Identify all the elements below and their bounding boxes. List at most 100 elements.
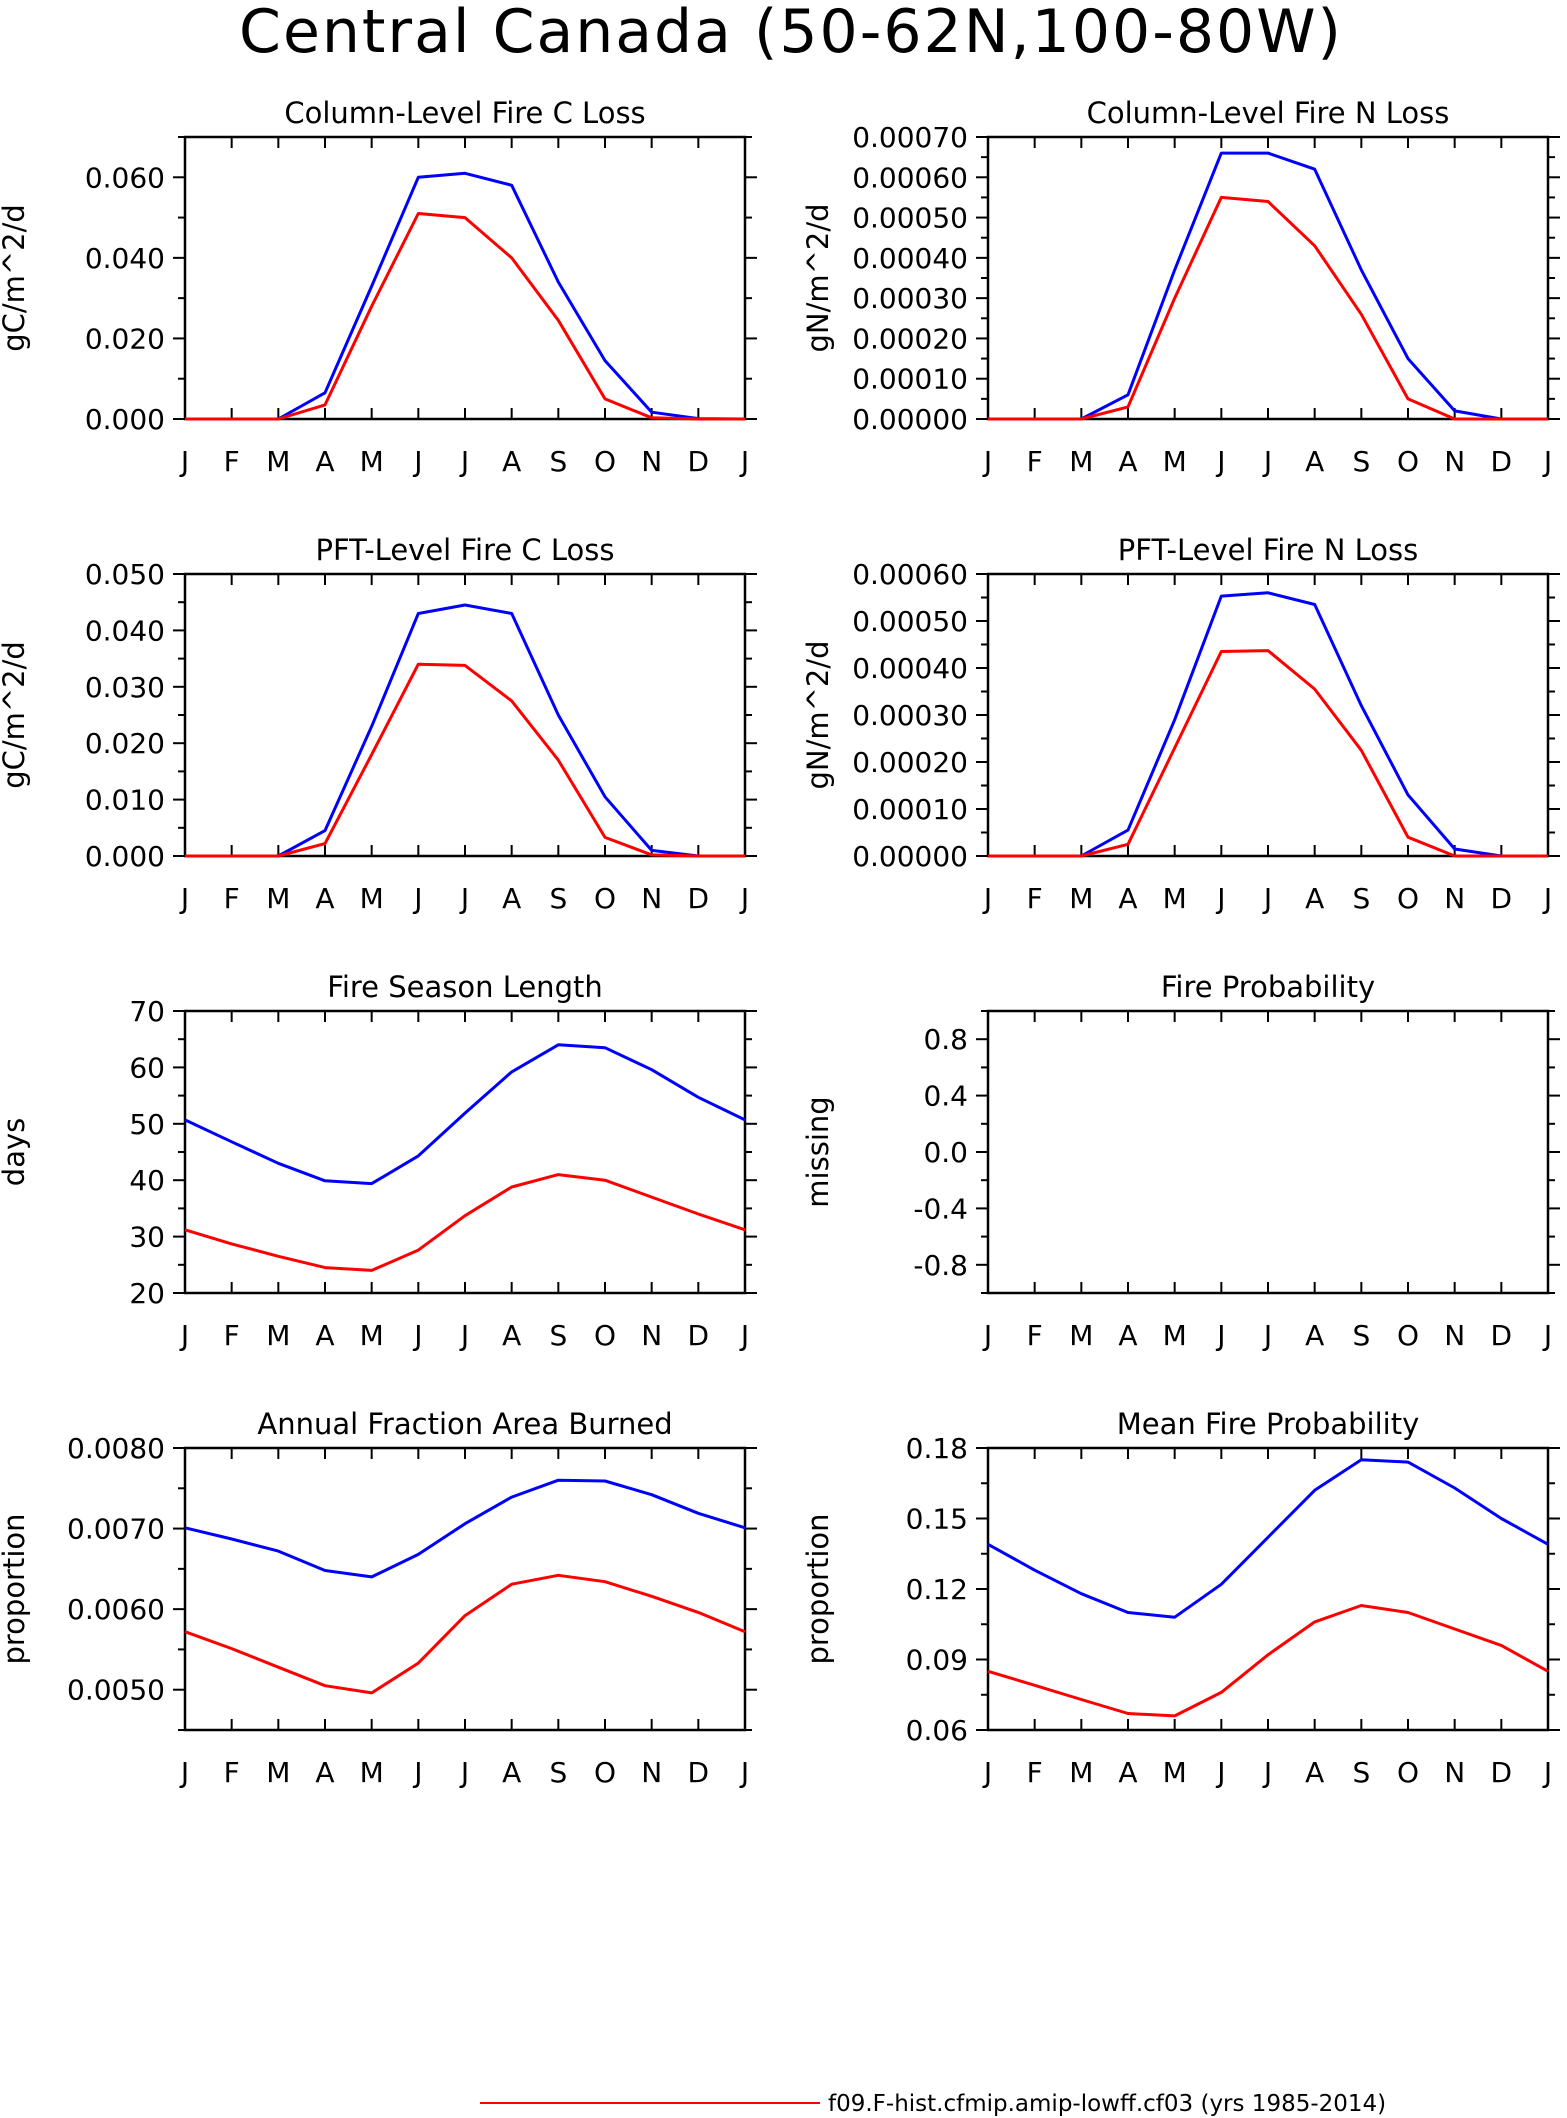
- x-tick-label: A: [1118, 882, 1137, 915]
- x-tick-label: A: [1118, 1319, 1137, 1352]
- x-tick-label: J: [739, 1319, 749, 1352]
- y-tick-label: 0.010: [85, 784, 165, 817]
- series-line-2: [184, 1573, 746, 1695]
- x-tick-label: N: [1444, 882, 1465, 915]
- x-tick-label: O: [1397, 445, 1419, 478]
- legend-label: f09.F-hist.cfmip.amip-lowff.cf03 (yrs 19…: [828, 2091, 1386, 2117]
- y-tick-label: 0.030: [85, 671, 165, 704]
- y-tick-label: 0.15: [906, 1503, 968, 1536]
- x-tick-label: M: [1163, 882, 1187, 915]
- plot-frame: [183, 1446, 747, 1732]
- y-tick-label: 0.0: [923, 1136, 968, 1169]
- x-tick-label: J: [412, 1756, 422, 1789]
- series-line-2: [185, 212, 745, 421]
- y-tick-label: 0.00010: [852, 363, 968, 396]
- x-tick-label: J: [1215, 445, 1225, 478]
- x-tick-label: J: [739, 882, 749, 915]
- figure-title: Central Canada (50-62N,100-80W): [239, 0, 1343, 67]
- x-tick-label: N: [641, 882, 662, 915]
- x-tick-label: M: [1163, 445, 1187, 478]
- x-tick-label: M: [266, 1319, 290, 1352]
- series-line-1: [184, 1478, 746, 1579]
- x-tick-label: J: [739, 1756, 749, 1789]
- y-tick-label: 0.00040: [852, 242, 968, 275]
- plot-frame: [183, 1009, 747, 1295]
- x-tick-label: M: [266, 882, 290, 915]
- x-tick-label: A: [315, 445, 334, 478]
- y-axis-label: gC/m^2/d: [0, 204, 31, 352]
- x-tick-label: O: [594, 882, 616, 915]
- y-tick-label: 20: [129, 1277, 165, 1310]
- x-tick-label: N: [1444, 1319, 1465, 1352]
- y-tick-label: 0.00060: [852, 161, 968, 194]
- x-tick-label: M: [360, 1756, 384, 1789]
- x-tick-label: J: [982, 882, 992, 915]
- x-tick-label: O: [1397, 1756, 1419, 1789]
- x-tick-label: J: [982, 1756, 992, 1789]
- x-tick-label: A: [315, 882, 334, 915]
- series-line-2: [184, 1173, 746, 1272]
- x-tick-label: J: [1215, 1319, 1225, 1352]
- y-tick-label: 0.060: [85, 161, 165, 194]
- panel-title: Annual Fraction Area Burned: [257, 1407, 672, 1441]
- y-axis-label: proportion: [801, 1513, 835, 1664]
- y-tick-label: 0.8: [923, 1023, 968, 1056]
- x-tick-label: S: [549, 1756, 567, 1789]
- x-tick-label: J: [1542, 882, 1552, 915]
- x-tick-label: A: [502, 1319, 521, 1352]
- y-tick-label: 0.00050: [852, 605, 968, 638]
- x-tick-label: D: [1491, 445, 1513, 478]
- x-tick-label: A: [1118, 1756, 1137, 1789]
- x-tick-label: M: [1069, 1319, 1093, 1352]
- series-line-1: [988, 591, 1548, 858]
- x-tick-label: A: [1305, 445, 1324, 478]
- x-tick-label: J: [179, 445, 189, 478]
- x-tick-label: S: [1352, 1756, 1370, 1789]
- x-tick-label: J: [412, 1319, 422, 1352]
- x-tick-label: O: [594, 445, 616, 478]
- x-tick-label: M: [360, 882, 384, 915]
- series-line-2: [987, 1604, 1549, 1718]
- y-tick-label: 60: [129, 1051, 165, 1084]
- x-tick-label: M: [266, 1756, 290, 1789]
- y-tick-label: 0.020: [85, 727, 165, 760]
- y-tick-label: 0.00070: [852, 121, 968, 154]
- x-tick-label: M: [360, 1319, 384, 1352]
- panel-title: Fire Season Length: [327, 970, 602, 1004]
- y-tick-label: 0.0080: [67, 1432, 165, 1465]
- plot-frame: [986, 135, 1550, 421]
- x-tick-label: F: [1027, 445, 1043, 478]
- x-tick-label: D: [1491, 1756, 1513, 1789]
- x-tick-label: D: [1491, 882, 1513, 915]
- y-tick-label: -0.8: [913, 1249, 968, 1282]
- panel-title: Column-Level Fire C Loss: [284, 96, 645, 130]
- x-tick-label: M: [360, 445, 384, 478]
- plot-frame: [986, 572, 1550, 858]
- x-tick-label: J: [179, 1319, 189, 1352]
- y-tick-label: 0.00020: [852, 322, 968, 355]
- y-tick-label: 0.0060: [67, 1593, 165, 1626]
- y-tick-label: 0.00020: [852, 746, 968, 779]
- y-axis-label: gN/m^2/d: [801, 203, 835, 352]
- y-tick-label: 40: [129, 1164, 165, 1197]
- y-tick-label: 0.00030: [852, 699, 968, 732]
- x-tick-label: J: [1262, 1756, 1272, 1789]
- x-tick-label: J: [982, 1319, 992, 1352]
- x-tick-label: N: [1444, 1756, 1465, 1789]
- x-tick-label: F: [1027, 1756, 1043, 1789]
- x-tick-label: S: [549, 1319, 567, 1352]
- x-tick-label: O: [1397, 882, 1419, 915]
- x-tick-label: A: [502, 882, 521, 915]
- x-tick-label: J: [1215, 882, 1225, 915]
- x-tick-label: J: [1542, 1319, 1552, 1352]
- x-tick-label: J: [1542, 1756, 1552, 1789]
- x-tick-label: M: [1163, 1756, 1187, 1789]
- y-tick-label: 30: [129, 1221, 165, 1254]
- y-tick-label: -0.4: [913, 1192, 968, 1225]
- plot-frame: [183, 135, 747, 421]
